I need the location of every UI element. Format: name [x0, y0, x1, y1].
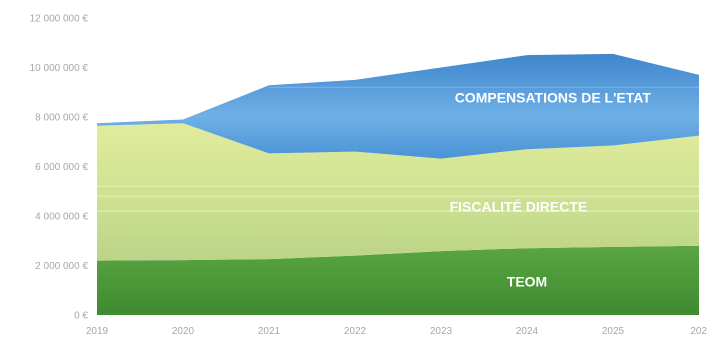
x-axis: 2019 2020 2021 2022 2023 2024 2025 202 — [86, 326, 707, 337]
x-tick-label: 2022 — [344, 326, 367, 337]
y-axis: 0 € 2 000 000 € 4 000 000 € 6 000 000 € 8 00… — [30, 14, 89, 322]
area-fiscalite-directe — [97, 123, 699, 261]
y-tick-label: 6 000 000 € — [35, 162, 88, 173]
y-tick-label: 0 € — [74, 311, 88, 322]
series-labels: TEOM FISCALITÉ DIRECTE COMPENSATIONS DE L'… — [450, 89, 652, 289]
x-tick-label: 2024 — [516, 326, 539, 337]
plot-area — [97, 53, 699, 315]
x-tick-label: 202 — [690, 326, 707, 337]
x-tick-label: 2025 — [602, 326, 625, 337]
y-tick-label: 8 000 000 € — [35, 113, 88, 124]
y-tick-label: 2 000 000 € — [35, 261, 88, 272]
x-tick-label: 2020 — [172, 326, 195, 337]
series-label: TEOM — [507, 274, 547, 290]
x-tick-label: 2021 — [258, 326, 281, 337]
y-tick-label: 10 000 000 € — [30, 63, 89, 74]
area-compensations-etat — [97, 53, 699, 159]
area-teom — [97, 245, 699, 315]
series-label: COMPENSATIONS DE L'ETAT — [455, 89, 652, 105]
area-stripes — [97, 86, 699, 212]
series-label: FISCALITÉ DIRECTE — [450, 199, 588, 215]
y-tick-label: 12 000 000 € — [30, 14, 89, 25]
x-tick-label: 2023 — [430, 326, 453, 337]
y-tick-label: 4 000 000 € — [35, 212, 88, 223]
x-tick-label: 2019 — [86, 326, 109, 337]
